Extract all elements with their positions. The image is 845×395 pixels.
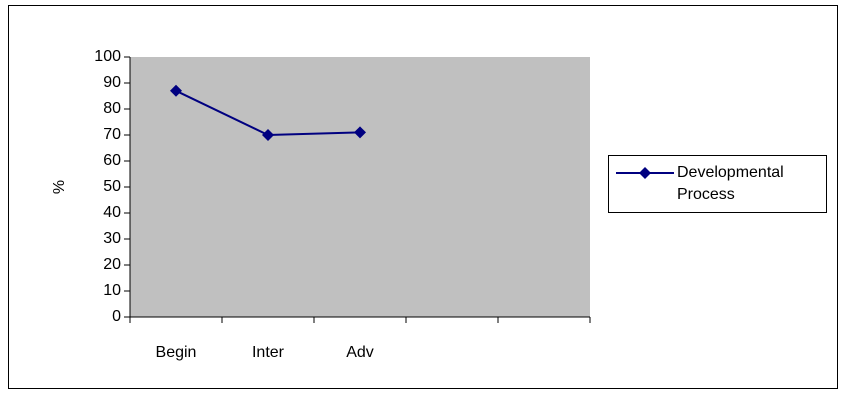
- y-axis-label: %: [51, 180, 68, 194]
- legend-marker: [639, 167, 651, 179]
- data-point: [170, 84, 182, 97]
- legend-box: [608, 155, 827, 213]
- y-tick-label: 30: [103, 230, 121, 247]
- y-tick-label: 0: [112, 308, 121, 325]
- plot-area: [130, 57, 590, 317]
- legend-label: Developmental Process: [677, 164, 784, 203]
- data-point: [354, 126, 366, 139]
- x-tick-label: Adv: [346, 344, 374, 361]
- y-tick-label: 60: [103, 152, 121, 169]
- data-point: [262, 129, 274, 141]
- y-tick-label: 50: [103, 178, 121, 195]
- y-tick-label: 80: [103, 100, 121, 117]
- y-tick-label: 40: [103, 204, 121, 221]
- y-tick-label: 100: [94, 48, 121, 65]
- x-tick-label: Begin: [156, 344, 197, 361]
- y-tick-label: 90: [103, 74, 121, 91]
- y-tick-label: 70: [103, 126, 121, 143]
- x-tick-label: Inter: [252, 344, 285, 361]
- y-tick-label: 10: [103, 282, 121, 299]
- y-tick-label: 20: [103, 256, 121, 273]
